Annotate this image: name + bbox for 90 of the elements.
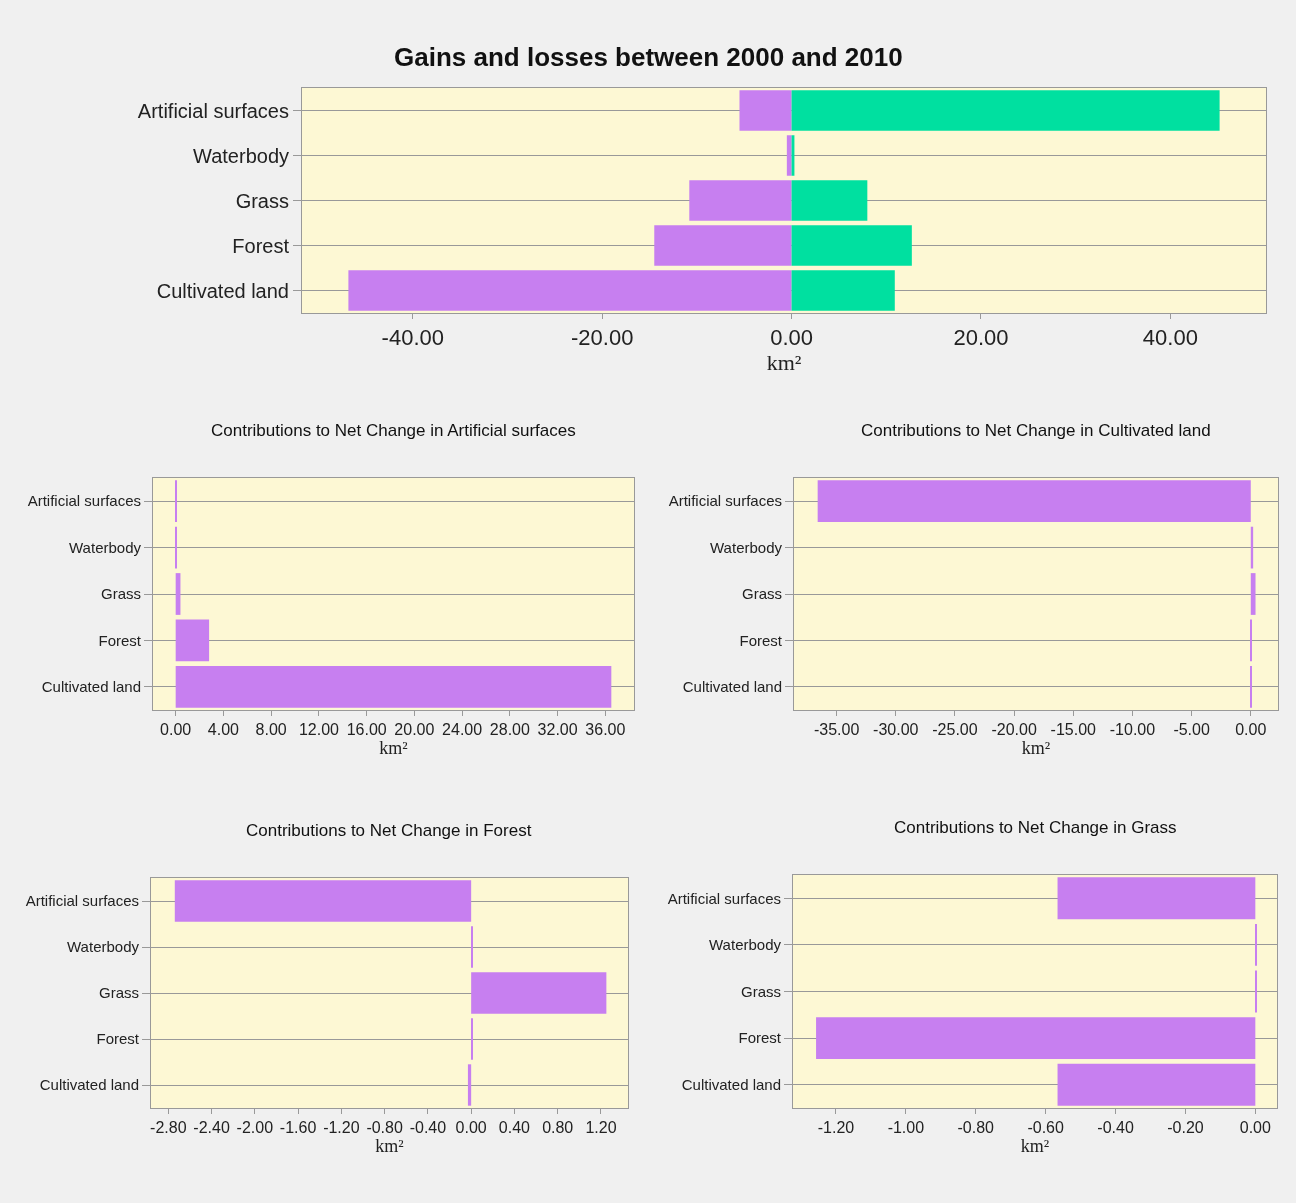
x-tick-label: -5.00 (1173, 721, 1210, 739)
y-tick-label: Cultivated land (156, 279, 289, 302)
x-tick-label: -2.00 (236, 1119, 274, 1137)
x-tick-label: -20.00 (991, 721, 1037, 739)
y-tick-label: Grass (235, 189, 289, 212)
x-tick-label: -1.00 (887, 1119, 925, 1137)
bar (739, 90, 792, 131)
y-tick-label: Cultivated land (682, 678, 782, 696)
chart-title: Contributions to Net Change in Forest (246, 821, 532, 840)
y-tick-label: Cultivated land (41, 678, 141, 696)
x-tick-label: -40.00 (381, 325, 444, 351)
x-tick-label: -25.00 (932, 721, 978, 739)
x-tick-label: 0.00 (1235, 721, 1267, 739)
x-tick-label: -0.40 (1097, 1119, 1134, 1137)
bar (467, 1064, 472, 1106)
chart-title: Contributions to Net Change in Cultivated land (861, 421, 1211, 440)
y-tick-label: Grass (741, 585, 782, 603)
y-tick-label: Waterbody (69, 538, 142, 556)
x-tick-label: 0.40 (498, 1119, 531, 1137)
x-tick-label: 0.00 (455, 1119, 487, 1137)
y-tick-label: Waterbody (709, 936, 782, 954)
bar (471, 972, 607, 1014)
x-tick-label: 1.20 (585, 1119, 617, 1137)
x-tick-label: -0.80 (366, 1119, 403, 1137)
chart-title: Contributions to Net Change in Artificial surfaces (211, 421, 576, 440)
x-tick-label: -10.00 (1109, 721, 1156, 739)
y-tick-label: Cultivated land (681, 1075, 781, 1093)
y-tick-label: Forest (232, 234, 290, 257)
y-tick-label: Artificial surfaces (668, 492, 782, 510)
y-tick-label: Waterbody (710, 538, 783, 556)
x-tick-label: -1.20 (323, 1119, 360, 1137)
bar (791, 225, 912, 266)
y-tick-label: Artificial surfaces (27, 492, 141, 510)
y-tick-label: Forest (739, 631, 783, 649)
bar (174, 880, 472, 922)
bar (175, 665, 612, 708)
x-tick-label: -1.60 (279, 1119, 317, 1137)
x-tick-label: -2.80 (150, 1119, 187, 1137)
bar (786, 135, 792, 176)
x-tick-label: 28.00 (489, 721, 530, 739)
bar (348, 270, 792, 311)
bar (689, 180, 792, 221)
y-tick-label: Artificial surfaces (667, 889, 781, 907)
x-tick-label: 12.00 (298, 721, 340, 739)
y-tick-label: Forest (96, 1030, 140, 1048)
x-tick-label: 0.00 (1239, 1119, 1271, 1137)
bar (791, 180, 868, 221)
x-tick-label: 36.00 (585, 721, 626, 739)
y-tick-label: Forest (98, 631, 142, 649)
x-tick-label: -0.20 (1167, 1119, 1204, 1137)
x-tick-label: 24.00 (442, 721, 483, 739)
x-tick-label: 20.00 (953, 325, 1009, 351)
x-tick-label: 16.00 (346, 721, 387, 739)
bar (654, 225, 792, 266)
y-tick-label: Waterbody (67, 938, 140, 956)
x-tick-label: -35.00 (813, 721, 860, 739)
bar (175, 619, 210, 662)
x-tick-label: 0.80 (542, 1119, 574, 1137)
x-tick-label: 4.00 (207, 721, 240, 739)
x-tick-label: -0.40 (409, 1119, 447, 1137)
x-tick-label: -0.80 (957, 1119, 995, 1137)
y-tick-label: Artificial surfaces (137, 99, 289, 122)
x-tick-label: 0.00 (770, 325, 813, 351)
chart-title: Contributions to Net Change in Grass (894, 818, 1177, 837)
y-tick-label: Forest (738, 1029, 782, 1047)
x-tick-label: -2.40 (193, 1119, 230, 1137)
chart-title: Gains and losses between 2000 and 2010 (394, 42, 903, 72)
y-tick-label: Grass (100, 585, 141, 603)
y-tick-label: Cultivated land (39, 1076, 139, 1094)
x-tick-label: 0.00 (160, 721, 192, 739)
x-tick-label: 20.00 (394, 721, 435, 739)
bar (791, 270, 895, 311)
y-tick-label: Grass (98, 984, 139, 1002)
y-tick-label: Grass (740, 982, 781, 1000)
y-tick-label: Waterbody (193, 144, 289, 167)
bar (791, 90, 1220, 131)
x-tick-label: -0.60 (1027, 1119, 1064, 1137)
x-tick-label: -1.20 (817, 1119, 855, 1137)
x-tick-label: -20.00 (570, 325, 634, 351)
x-axis-title: km² (379, 738, 408, 759)
x-axis-title: km² (1021, 738, 1051, 759)
y-tick-label: Artificial surfaces (25, 892, 139, 910)
x-axis-title: km² (1020, 1136, 1050, 1157)
x-tick-label: 32.00 (537, 721, 578, 739)
x-tick-label: -30.00 (873, 721, 919, 739)
x-tick-label: -15.00 (1050, 721, 1097, 739)
x-tick-label: 40.00 (1142, 325, 1198, 351)
x-tick-label: 8.00 (255, 721, 287, 739)
x-axis-title: km² (766, 350, 802, 376)
x-axis-title: km² (375, 1136, 404, 1157)
